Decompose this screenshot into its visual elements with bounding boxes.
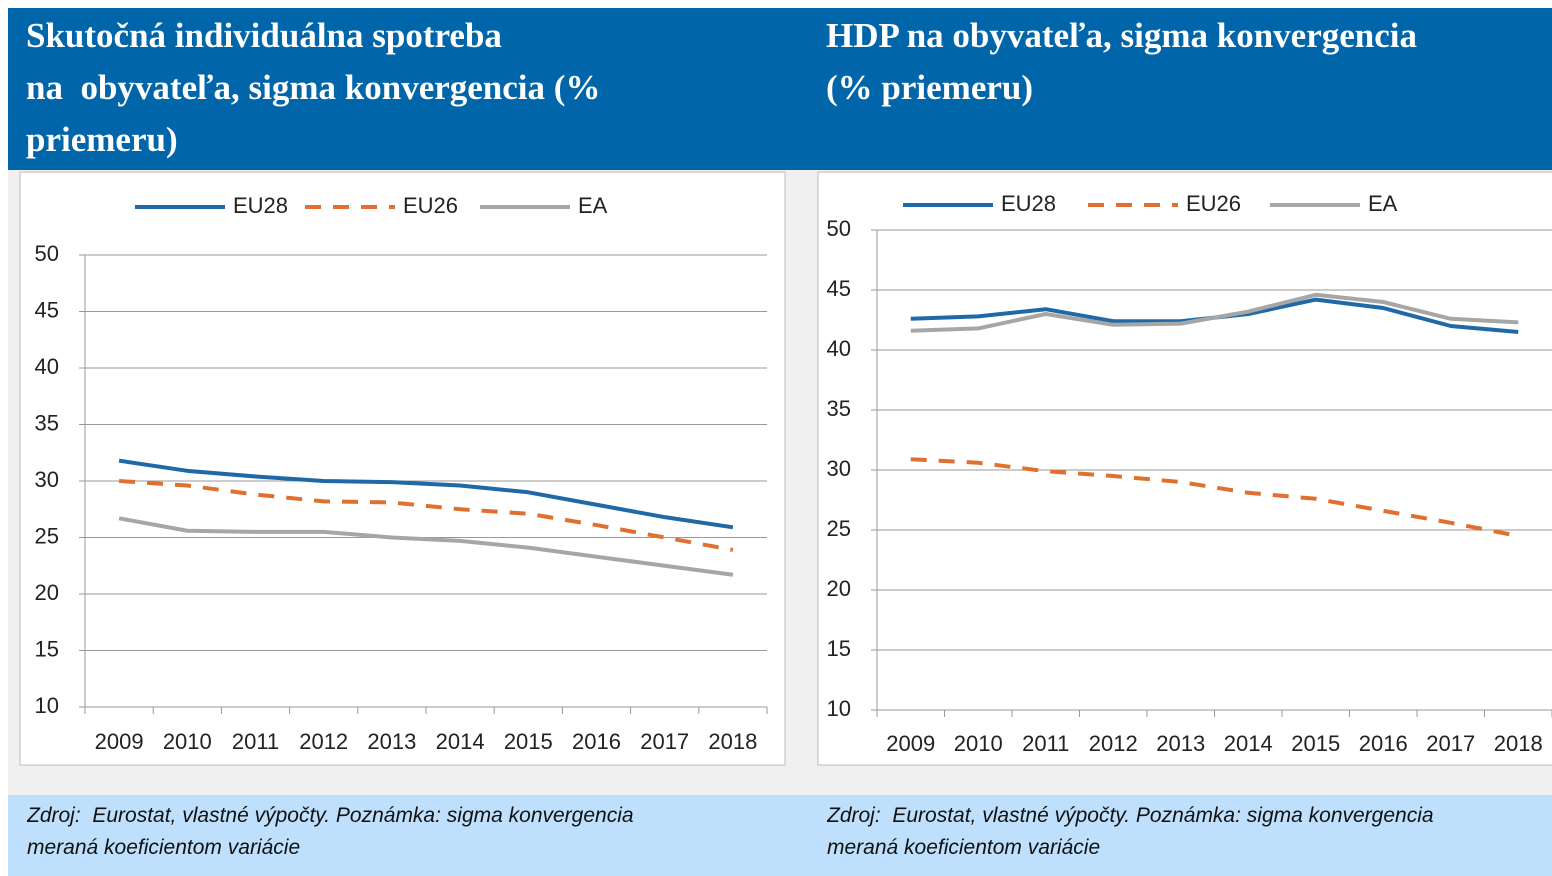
x-tick-label: 2013: [1156, 731, 1205, 756]
footer-band: [8, 795, 1552, 876]
header-band: [8, 8, 1552, 170]
x-tick-label: 2015: [1291, 731, 1340, 756]
y-tick-label: 20: [35, 580, 59, 605]
y-tick-label: 35: [827, 396, 851, 421]
chart-frame: [19, 171, 786, 766]
x-tick-label: 2018: [1494, 731, 1543, 756]
y-tick-label: 25: [827, 516, 851, 541]
x-tick-label: 2018: [708, 729, 757, 754]
chart-title: Skutočná individuálna spotreba na obyvat…: [26, 16, 601, 159]
legend-label: EU26: [403, 193, 458, 218]
y-tick-label: 10: [35, 693, 59, 718]
x-tick-label: 2013: [367, 729, 416, 754]
x-tick-label: 2010: [163, 729, 212, 754]
chart-frame: [817, 171, 1552, 766]
footer-note: Zdroj: Eurostat, vlastné výpočty. Poznám…: [827, 804, 1434, 859]
y-tick-label: 15: [827, 636, 851, 661]
legend-label: EU28: [233, 193, 288, 218]
legend-label: EU26: [1186, 191, 1241, 216]
y-tick-label: 50: [35, 241, 59, 266]
chart-title: HDP na obyvateľa, sigma konvergencia (% …: [826, 16, 1417, 107]
x-tick-label: 2014: [436, 729, 485, 754]
y-tick-label: 15: [35, 636, 59, 661]
x-tick-label: 2016: [1359, 731, 1408, 756]
series-line: [910, 457, 1519, 538]
y-tick-label: 30: [35, 467, 59, 492]
series-line: [910, 292, 1519, 333]
x-tick-label: 2009: [886, 731, 935, 756]
x-tick-label: 2016: [572, 729, 621, 754]
series-line: [118, 516, 734, 577]
legend-label: EU28: [1001, 191, 1056, 216]
y-tick-label: 45: [35, 297, 59, 322]
legend-label: EA: [578, 193, 608, 218]
x-tick-label: 2009: [95, 729, 144, 754]
y-tick-label: 30: [827, 456, 851, 481]
x-tick-label: 2010: [954, 731, 1003, 756]
footer-note: Zdroj: Eurostat, vlastné výpočty. Poznám…: [27, 804, 634, 859]
y-tick-label: 35: [35, 410, 59, 435]
y-tick-label: 20: [827, 576, 851, 601]
y-tick-label: 45: [827, 276, 851, 301]
legend-label: EA: [1368, 191, 1398, 216]
x-tick-label: 2011: [1022, 731, 1069, 756]
x-tick-label: 2017: [1426, 731, 1475, 756]
x-tick-label: 2011: [232, 729, 279, 754]
y-tick-label: 50: [827, 216, 851, 241]
y-tick-label: 10: [827, 696, 851, 721]
series-line: [118, 479, 734, 552]
x-tick-label: 2012: [299, 729, 348, 754]
x-tick-label: 2017: [640, 729, 689, 754]
y-tick-label: 25: [35, 523, 59, 548]
x-tick-label: 2014: [1224, 731, 1273, 756]
x-tick-label: 2012: [1089, 731, 1138, 756]
y-tick-label: 40: [827, 336, 851, 361]
series-line: [118, 458, 734, 530]
x-tick-label: 2015: [504, 729, 553, 754]
y-tick-label: 40: [35, 354, 59, 379]
